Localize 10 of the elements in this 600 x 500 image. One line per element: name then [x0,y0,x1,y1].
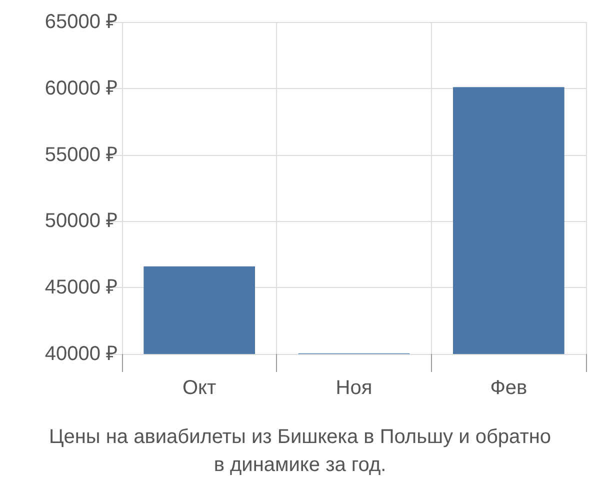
x-tick-label: Ноя [336,377,372,399]
x-tick-label: Фев [490,377,528,399]
y-tick-label: 50000 ₽ [44,210,118,232]
y-tick-label: 60000 ₽ [44,77,118,100]
y-tick-label: 65000 ₽ [44,11,118,33]
y-tick-label: 45000 ₽ [44,276,118,299]
x-tick-label: Окт [182,377,216,399]
y-tick-label: 55000 ₽ [44,144,118,166]
y-tick-label: 40000 ₽ [44,343,118,365]
text: Цены на авиабилеты из Бишкека в Польшу и обратно в динамике за год. [48,426,552,476]
